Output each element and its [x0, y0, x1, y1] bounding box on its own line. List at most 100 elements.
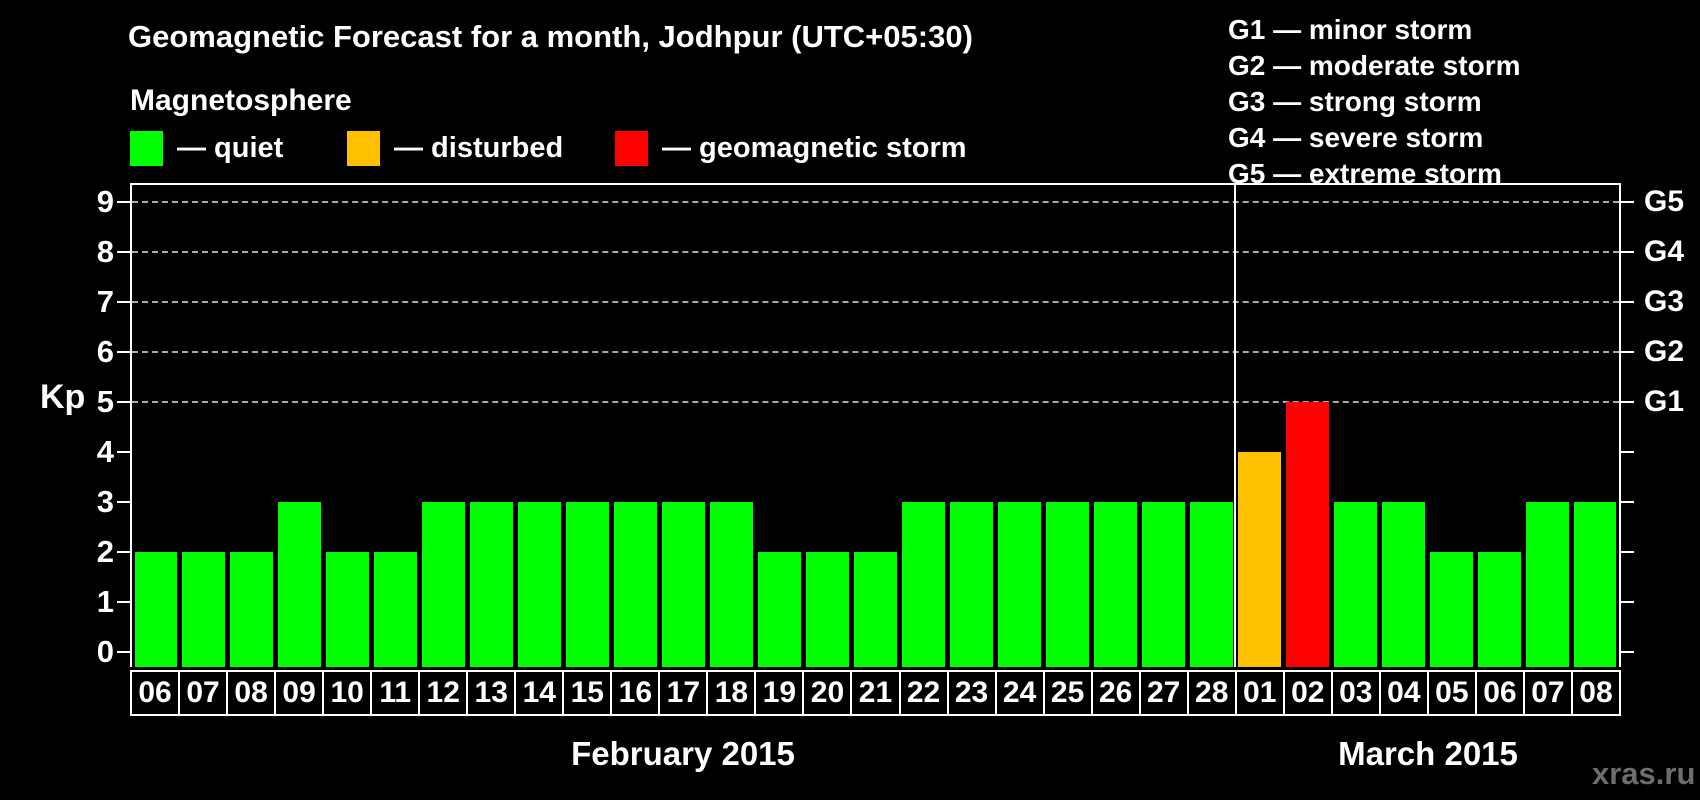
bar-day-27: [1141, 502, 1185, 667]
month-label-march: March 2015: [1338, 735, 1518, 772]
storm-scale-g1: G1 — minor storm: [1228, 14, 1473, 45]
right-axis-label-g1: G1: [1644, 385, 1685, 418]
legend-label-disturbed: — disturbed: [394, 132, 564, 164]
bar-day-02: [1285, 402, 1329, 667]
day-box-feb-20: 20: [802, 670, 853, 716]
day-box-feb-22: 22: [898, 670, 949, 716]
y-tick-label-1: 1: [96, 584, 114, 619]
bar-day-14: [518, 502, 562, 667]
day-box-mar-07: 07: [1522, 670, 1573, 716]
bar-day-26: [1093, 502, 1137, 667]
chart-title: Geomagnetic Forecast for a month, Jodhpu…: [128, 19, 973, 54]
storm-color-swatch: [615, 131, 648, 166]
right-tick-5: [1621, 401, 1634, 403]
right-tick-6: [1621, 351, 1634, 353]
y-tick-label-2: 2: [96, 534, 114, 569]
day-box-feb-10: 10: [322, 670, 373, 716]
bar-day-23: [949, 502, 993, 667]
disturbed-color-swatch: [347, 131, 380, 166]
left-tick-5: [117, 401, 130, 403]
bar-day-24: [997, 502, 1041, 667]
day-box-feb-11: 11: [370, 670, 421, 716]
y-axis-label: Kp: [40, 378, 86, 416]
bar-day-06: [1477, 552, 1521, 667]
day-box-feb-25: 25: [1042, 670, 1093, 716]
storm-scale-g3: G3 — strong storm: [1228, 86, 1482, 117]
right-tick-3: [1621, 501, 1634, 503]
day-box-feb-19: 19: [754, 670, 805, 716]
bar-day-17: [662, 502, 706, 667]
right-tick-8: [1621, 251, 1634, 253]
storm-scale-legend: G1 — minor storm G2 — moderate storm G3 …: [1228, 12, 1521, 192]
day-box-feb-12: 12: [418, 670, 469, 716]
legend-item-storm: — geomagnetic storm: [615, 131, 967, 166]
y-tick-label-9: 9: [96, 184, 114, 219]
quiet-color-swatch: [130, 131, 163, 166]
left-tick-0: [117, 651, 130, 653]
day-label-row: 06 07 08 09 10 11 12 13 14 15 16 17 18 19 20 21 22 23 24 25…: [130, 670, 1621, 716]
bar-day-09: [278, 502, 322, 667]
day-box-mar-01: 01: [1234, 670, 1285, 716]
right-axis-label-g5: G5: [1644, 185, 1685, 218]
day-box-mar-03: 03: [1330, 670, 1381, 716]
bar-day-22: [901, 502, 945, 667]
left-tick-1: [117, 601, 130, 603]
day-box-feb-21: 21: [850, 670, 901, 716]
bar-day-15: [566, 502, 610, 667]
day-box-feb-07: 07: [178, 670, 229, 716]
left-tick-4: [117, 451, 130, 453]
day-box-feb-26: 26: [1090, 670, 1141, 716]
month-label-february: February 2015: [571, 735, 795, 772]
right-tick-2: [1621, 551, 1634, 553]
month-separator-line: [1234, 185, 1237, 667]
right-axis-label-g3: G3: [1644, 285, 1685, 318]
watermark: xras.ru: [1592, 756, 1696, 791]
bar-day-25: [1045, 502, 1089, 667]
bar-day-16: [614, 502, 658, 667]
day-box-feb-24: 24: [994, 670, 1045, 716]
day-box-mar-04: 04: [1378, 670, 1429, 716]
bar-day-12: [422, 502, 466, 667]
gridline-kp7: [132, 301, 1619, 303]
y-tick-label-4: 4: [96, 434, 114, 469]
y-tick-label-7: 7: [96, 284, 114, 319]
day-box-feb-15: 15: [562, 670, 613, 716]
right-tick-4: [1621, 451, 1634, 453]
left-tick-3: [117, 501, 130, 503]
bar-day-05: [1429, 552, 1473, 667]
day-box-feb-06: 06: [130, 670, 181, 716]
gridline-kp8: [132, 251, 1619, 253]
left-tick-6: [117, 351, 130, 353]
right-axis-label-g2: G2: [1644, 335, 1685, 368]
left-tick-9: [117, 201, 130, 203]
day-box-feb-17: 17: [658, 670, 709, 716]
storm-scale-g4: G4 — severe storm: [1228, 122, 1484, 153]
bar-day-08: [230, 552, 274, 667]
right-tick-9: [1621, 201, 1634, 203]
bar-day-06: [134, 552, 178, 667]
bar-day-04: [1381, 502, 1425, 667]
right-tick-7: [1621, 301, 1634, 303]
day-box-feb-27: 27: [1138, 670, 1189, 716]
gridline-kp9: [132, 201, 1619, 203]
day-box-mar-06: 06: [1474, 670, 1525, 716]
bar-day-13: [470, 502, 514, 667]
day-box-mar-05: 05: [1426, 670, 1477, 716]
plot-area: [130, 183, 1621, 667]
y-tick-label-0: 0: [96, 634, 114, 669]
storm-scale-g2: G2 — moderate storm: [1228, 50, 1521, 81]
bar-day-28: [1189, 502, 1233, 667]
bar-day-11: [374, 552, 418, 667]
bar-day-21: [854, 552, 897, 667]
legend-label-storm: — geomagnetic storm: [662, 132, 967, 164]
day-box-feb-08: 08: [226, 670, 277, 716]
gridline-kp5: [132, 401, 1619, 403]
bar-day-07: [1525, 502, 1569, 667]
day-box-feb-13: 13: [466, 670, 517, 716]
right-tick-1: [1621, 601, 1634, 603]
right-axis-label-g4: G4: [1644, 235, 1685, 268]
left-tick-7: [117, 301, 130, 303]
day-box-feb-09: 09: [274, 670, 325, 716]
y-tick-label-6: 6: [96, 334, 114, 369]
